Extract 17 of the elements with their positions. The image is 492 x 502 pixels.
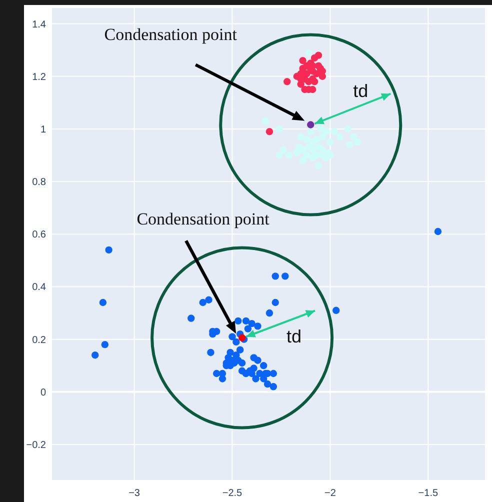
y-tick-label: 0.6 bbox=[32, 230, 46, 241]
x-tick-label: −2.5 bbox=[222, 488, 243, 499]
y-tick-label: 0.8 bbox=[32, 177, 46, 188]
x-tick-label: −3 bbox=[128, 488, 140, 499]
y-tick-label: 0.2 bbox=[32, 334, 46, 346]
annotation: Condensation point bbox=[104, 24, 238, 44]
y-tick-label: 0.4 bbox=[32, 282, 46, 294]
y-tick-label: −0.2 bbox=[26, 440, 46, 451]
y-tick-label: 1.4 bbox=[32, 19, 46, 30]
y-tick-label: 1 bbox=[40, 124, 46, 136]
x-tick-label: −2 bbox=[324, 488, 336, 499]
annotation: td bbox=[353, 80, 368, 101]
x-tick-label: −1.5 bbox=[418, 488, 438, 499]
annotation: td bbox=[286, 326, 302, 347]
y-tick-label: 0 bbox=[40, 387, 46, 398]
annotation: Condensation point bbox=[136, 210, 270, 229]
y-tick-label: 1.2 bbox=[32, 72, 46, 83]
